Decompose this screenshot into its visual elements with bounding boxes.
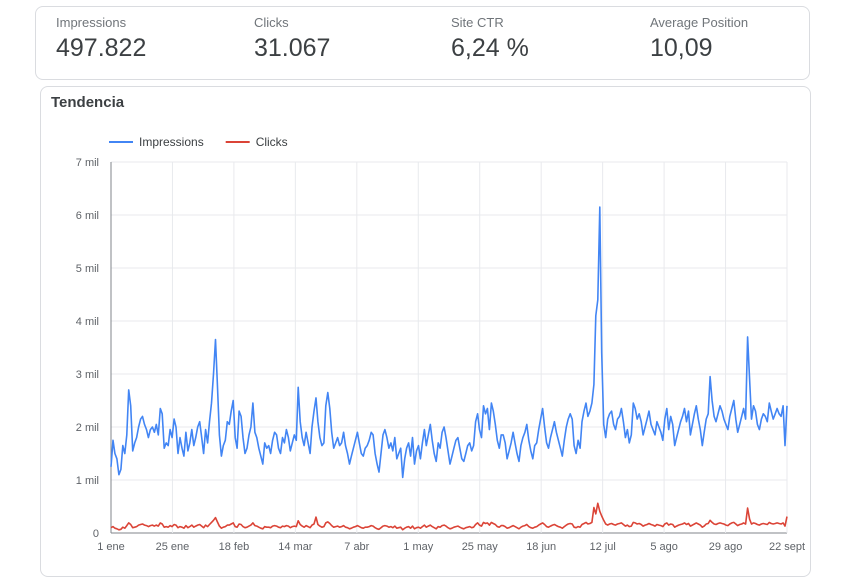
legend-label-clicks: Clicks [256, 135, 288, 149]
series-line-clicks[interactable] [110, 502, 788, 531]
kpi-impressions-label: Impressions [56, 15, 127, 30]
x-tick-label: 5 ago [650, 541, 678, 553]
kpi-clicks-value: 31.067 [254, 34, 331, 62]
x-tick-label: 29 ago [709, 541, 743, 553]
legend-label-impressions: Impressions [139, 135, 204, 149]
y-tick-label: 7 mil [76, 157, 99, 169]
kpi-site-ctr[interactable]: Site CTR 6,24 % [451, 15, 529, 63]
kpi-clicks-label: Clicks [254, 15, 289, 30]
chart-title: Tendencia [51, 94, 125, 111]
x-tick-label: 1 may [403, 541, 433, 553]
kpi-average-position-label: Average Position [650, 15, 749, 30]
x-tick-label: 18 feb [219, 541, 250, 553]
y-tick-label: 1 mil [76, 475, 99, 487]
y-tick-label: 5 mil [76, 263, 99, 275]
kpi-site-ctr-value: 6,24 % [451, 34, 529, 62]
y-tick-label: 4 mil [76, 316, 99, 328]
x-tick-label: 1 ene [97, 541, 125, 553]
kpi-average-position-value: 10,09 [650, 34, 713, 62]
y-tick-label: 0 [93, 528, 99, 540]
x-tick-label: 25 ene [156, 541, 190, 553]
kpi-impressions[interactable]: Impressions 497.822 [56, 15, 146, 63]
kpi-impressions-value: 497.822 [56, 34, 147, 62]
x-tick-label: 14 mar [278, 541, 313, 553]
x-tick-label: 7 abr [344, 541, 369, 553]
trend-chart-card: Tendencia 0 1 mil 2 mil 3 mil 4 mil 5 mil 6 mi… [40, 86, 811, 577]
kpi-average-position[interactable]: Average Position 10,09 [650, 15, 748, 63]
y-tick-label: 2 mil [76, 422, 99, 434]
kpi-summary-card: Impressions 497.822 Clicks 31.067 Site C… [35, 6, 810, 80]
x-tick-label: 22 sept [769, 541, 805, 553]
x-tick-label: 18 jun [526, 541, 556, 553]
y-tick-label: 6 mil [76, 210, 99, 222]
x-tick-label: 12 jul [589, 541, 615, 553]
series-line-impressions[interactable] [110, 206, 788, 479]
x-tick-label: 25 may [462, 541, 499, 553]
y-tick-label: 3 mil [76, 369, 99, 381]
trend-line-chart[interactable]: 0 1 mil 2 mil 3 mil 4 mil 5 mil 6 mil 7 mil 1 en… [41, 87, 810, 576]
kpi-site-ctr-label: Site CTR [451, 15, 504, 30]
kpi-clicks[interactable]: Clicks 31.067 [254, 15, 330, 63]
